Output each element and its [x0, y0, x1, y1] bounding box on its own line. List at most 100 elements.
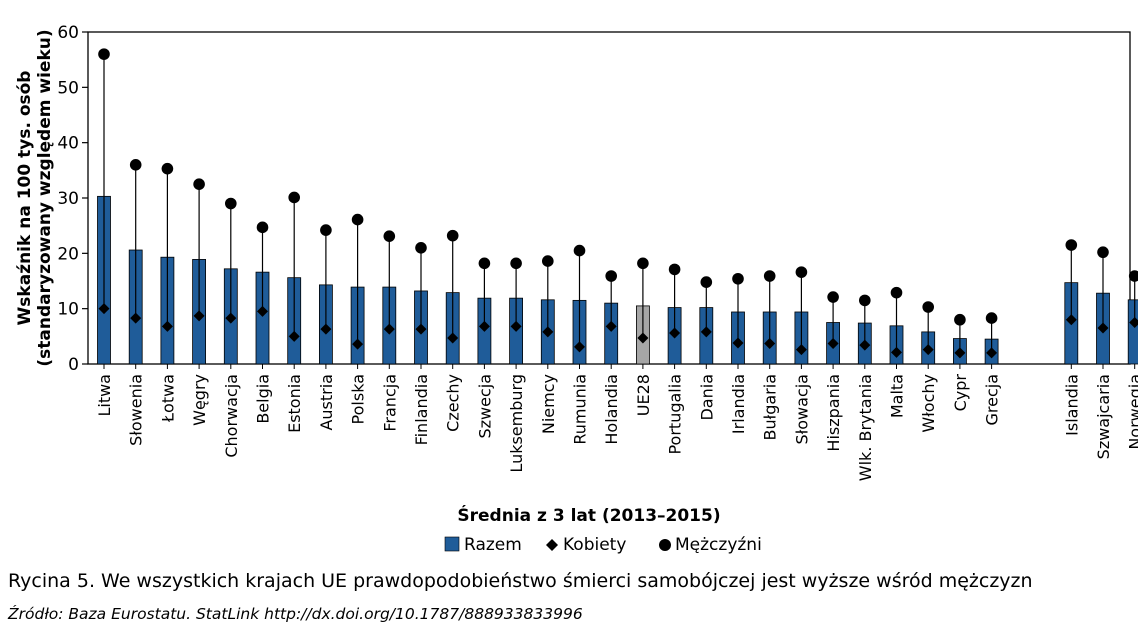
figure-caption: Rycina 5. We wszystkich krajach UE prawd…	[8, 570, 1033, 592]
marker-mezczyzni	[1065, 239, 1078, 251]
marker-kobiety	[986, 347, 998, 359]
y-axis-label-line2: (standaryzowany względem wieku)	[35, 29, 55, 366]
y-tick-label: 20	[57, 244, 79, 264]
marker-mezczyzni	[478, 257, 491, 270]
marker-kobiety	[669, 327, 681, 339]
marker-mezczyzni	[288, 191, 301, 204]
x-category-label: Czechy	[444, 374, 463, 432]
marker-mezczyzni	[193, 178, 205, 190]
marker-kobiety	[605, 320, 617, 332]
x-axis-title: Średnia z 3 lat (2013–2015)	[457, 504, 720, 526]
marker-kobiety	[922, 344, 934, 356]
x-category-label: Islandia	[1062, 374, 1081, 436]
x-category-label: Niemcy	[539, 374, 558, 434]
marker-mezczyzni	[700, 276, 713, 288]
marker-mezczyzni	[256, 221, 269, 234]
marker-kobiety	[764, 338, 776, 350]
marker-mezczyzni	[225, 197, 237, 210]
legend-label-kobiety: Kobiety	[563, 535, 626, 555]
x-category-label: Luksemburg	[507, 374, 526, 473]
y-tick-label: 30	[57, 189, 79, 209]
marker-kobiety	[130, 312, 142, 324]
marker-mezczyzni	[510, 257, 522, 270]
x-category-label: Węgry	[190, 374, 209, 426]
marker-mezczyzni	[763, 270, 776, 282]
marker-kobiety	[891, 346, 902, 358]
x-category-label: Litwa	[95, 374, 114, 417]
marker-mezczyzni	[954, 313, 966, 326]
legend-swatch-kobiety	[546, 539, 558, 551]
x-category-label: Łotwa	[158, 374, 177, 423]
marker-kobiety	[415, 323, 427, 335]
marker-mezczyzni	[890, 286, 903, 299]
marker-kobiety	[954, 347, 966, 359]
marker-mezczyzni	[637, 257, 649, 270]
marker-mezczyzni	[161, 162, 174, 175]
x-category-label: Holandia	[602, 374, 621, 445]
marker-mezczyzni	[542, 255, 554, 267]
x-category-label: Rumunia	[571, 374, 590, 445]
x-category-label: Belgia	[254, 374, 273, 424]
marker-mezczyzni	[605, 270, 617, 282]
marker-mezczyzni	[795, 266, 808, 278]
marker-mezczyzni	[827, 291, 839, 303]
marker-mezczyzni	[129, 159, 142, 171]
marker-kobiety	[161, 320, 173, 332]
marker-mezczyzni	[668, 263, 681, 276]
y-tick-label: 10	[57, 300, 79, 320]
marker-mezczyzni	[351, 213, 364, 226]
marker-kobiety	[193, 310, 205, 322]
x-category-label: Wlk. Brytania	[856, 374, 875, 481]
x-category-label: Słowenia	[127, 374, 146, 446]
marker-mezczyzni	[320, 224, 332, 236]
marker-mezczyzni	[1097, 246, 1109, 259]
x-category-label: Malta	[888, 374, 907, 418]
marker-mezczyzni	[859, 294, 871, 307]
bar-razem	[1127, 299, 1138, 365]
y-tick-label: 60	[57, 23, 79, 43]
marker-kobiety	[257, 305, 268, 317]
marker-mezczyzni	[1128, 270, 1138, 282]
marker-kobiety	[542, 326, 554, 338]
marker-kobiety	[1129, 317, 1138, 328]
y-tick-label: 50	[57, 78, 79, 98]
x-category-label: Irlandia	[729, 374, 748, 434]
marker-kobiety	[447, 332, 459, 344]
x-category-label: Dania	[697, 374, 716, 421]
x-category-label: Estonia	[285, 374, 304, 433]
plot-area: 0 10 20 30 40 50 60 Wskaźnik na 100 tys. osób (s…	[15, 23, 1138, 555]
marker-mezczyzni	[573, 244, 586, 257]
x-category-label: UE28	[634, 374, 653, 416]
y-tick-label: 0	[68, 355, 79, 375]
marker-mezczyzni	[383, 230, 396, 242]
y-axis-label-line1: Wskaźnik na 100 tys. osób	[15, 71, 35, 326]
x-category-label: Norwegia	[1126, 374, 1138, 450]
x-category-label: Szwajcaria	[1094, 374, 1113, 459]
x-category-label: Grecja	[983, 374, 1002, 426]
x-category-label: Austria	[317, 374, 336, 431]
figure-caption-text: We wszystkich krajach UE prawdopodobieńs…	[101, 570, 1033, 592]
legend-label-mezczyzni: Mężczyźni	[675, 535, 762, 555]
marker-kobiety	[288, 330, 300, 342]
x-category-label: Polska	[349, 374, 368, 424]
marker-kobiety	[637, 332, 649, 344]
marker-kobiety	[859, 339, 871, 351]
marker-mezczyzni	[415, 242, 427, 254]
figure-caption-label: Rycina 5.	[8, 570, 95, 592]
y-tick-label: 40	[57, 134, 79, 154]
x-category-label: Słowacja	[792, 374, 811, 444]
chart: 0 10 20 30 40 50 60 Wskaźnik na 100 tys. osób (s…	[15, 23, 1138, 555]
marker-kobiety	[320, 323, 332, 335]
marker-kobiety	[352, 338, 364, 350]
marker-kobiety	[478, 320, 490, 332]
marker-kobiety	[225, 312, 237, 324]
marker-mezczyzni	[98, 48, 110, 60]
legend-swatch-razem	[444, 536, 460, 552]
legend-label-razem: Razem	[464, 535, 522, 555]
x-category-label: Finlandia	[412, 374, 431, 445]
marker-kobiety	[574, 341, 585, 353]
marker-kobiety	[98, 303, 110, 315]
marker-mezczyzni	[985, 312, 998, 324]
marker-kobiety	[1065, 314, 1077, 326]
marker-kobiety	[383, 323, 395, 335]
